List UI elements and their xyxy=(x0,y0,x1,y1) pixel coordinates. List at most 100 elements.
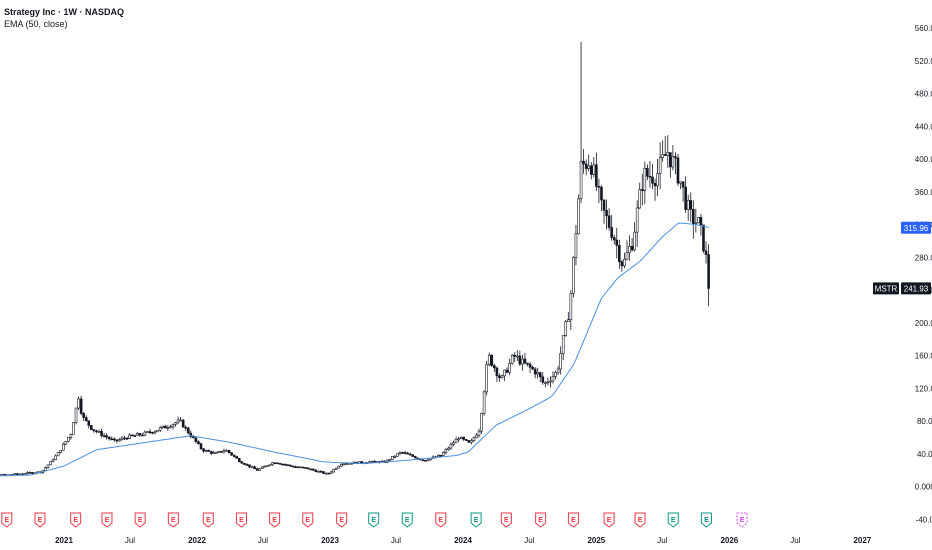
x-tick-label: Jul xyxy=(524,536,534,545)
candle-down xyxy=(424,460,427,462)
candle-up xyxy=(176,419,180,424)
earnings-marker[interactable]: E xyxy=(202,512,214,528)
candle-down xyxy=(309,468,312,471)
earnings-letter: E xyxy=(73,517,78,524)
candle-down xyxy=(612,237,616,241)
earnings-letter: E xyxy=(339,517,344,524)
candle-up xyxy=(64,440,68,445)
candle-up xyxy=(370,460,374,463)
x-tick-label: 2025 xyxy=(587,536,605,545)
candle-up xyxy=(72,422,75,435)
candle-up xyxy=(643,168,647,191)
y-tick-label: 560.00 xyxy=(915,24,932,33)
candle-up xyxy=(544,382,547,384)
earnings-letter: E xyxy=(239,517,244,524)
candle-down xyxy=(513,354,517,357)
candle-up xyxy=(13,473,17,476)
earnings-marker[interactable]: E xyxy=(401,512,413,528)
candle-up xyxy=(74,407,78,423)
candle-up xyxy=(135,433,139,436)
candle-up xyxy=(679,181,682,184)
y-tick-label: 400.00 xyxy=(915,155,932,164)
earnings-marker[interactable]: E xyxy=(101,512,113,528)
ema-price-badge xyxy=(901,221,931,234)
earnings-marker[interactable]: E xyxy=(535,512,547,528)
earnings-flag xyxy=(269,512,281,528)
candle-up xyxy=(508,362,511,373)
x-tick-label: 2022 xyxy=(188,536,206,545)
candle-up xyxy=(212,452,216,455)
candle-down xyxy=(689,200,693,210)
candle-up xyxy=(556,368,560,373)
candle-up xyxy=(215,452,218,454)
earnings-marker[interactable]: E xyxy=(700,512,712,528)
earnings-marker[interactable]: E xyxy=(269,512,281,528)
earnings-marker[interactable]: E xyxy=(1,512,13,528)
candle-up xyxy=(118,439,121,442)
earnings-marker[interactable]: E xyxy=(167,512,179,528)
earnings-flag xyxy=(34,512,46,528)
candle-up xyxy=(97,430,101,433)
candle-up xyxy=(480,413,483,432)
candle-down xyxy=(82,413,85,418)
earnings-marker[interactable]: E xyxy=(634,512,646,528)
candle-down xyxy=(653,182,657,187)
earnings-marker[interactable]: E xyxy=(34,512,46,528)
earnings-marker[interactable]: E xyxy=(736,512,748,528)
earnings-flag xyxy=(500,512,512,528)
earnings-marker[interactable]: E xyxy=(435,512,447,528)
earnings-marker[interactable]: E xyxy=(470,512,482,528)
candle-up xyxy=(444,449,448,453)
y-tick-label: 200.00 xyxy=(915,319,932,328)
candle-down xyxy=(294,466,297,469)
candle-down xyxy=(243,463,246,465)
candle-up xyxy=(561,335,565,354)
earnings-marker[interactable]: E xyxy=(603,512,615,528)
earnings-letter: E xyxy=(171,517,176,524)
candle-down xyxy=(526,362,529,365)
earnings-marker[interactable]: E xyxy=(500,512,512,528)
earnings-marker[interactable]: E xyxy=(336,512,348,528)
candle-up xyxy=(61,443,65,451)
candle-down xyxy=(595,164,598,187)
candle-down xyxy=(138,433,142,436)
candle-up xyxy=(391,456,394,460)
y-tick-label: 360.00 xyxy=(915,188,932,197)
candle-up xyxy=(260,466,264,469)
candle-down xyxy=(490,354,494,366)
candle-down xyxy=(151,432,154,434)
candle-down xyxy=(105,435,108,438)
candle-up xyxy=(579,160,583,200)
earnings-marker[interactable]: E xyxy=(368,512,380,528)
earnings-marker[interactable]: E xyxy=(302,512,314,528)
earnings-flag xyxy=(700,512,712,528)
candle-up xyxy=(694,222,698,225)
earnings-marker[interactable]: E xyxy=(235,512,247,528)
candle-down xyxy=(327,472,330,475)
candle-down xyxy=(505,369,509,373)
candle-up xyxy=(472,437,476,441)
candle-down xyxy=(227,449,231,453)
candle-up xyxy=(388,459,392,461)
earnings-letter: E xyxy=(538,517,543,524)
earnings-marker[interactable]: E xyxy=(567,512,579,528)
candle-up xyxy=(49,460,52,466)
earnings-flag xyxy=(1,512,13,528)
earnings-flag xyxy=(70,512,82,528)
earnings-letter: E xyxy=(4,517,9,524)
earnings-marker[interactable]: E xyxy=(70,512,82,528)
earnings-marker[interactable]: E xyxy=(667,512,679,528)
candle-down xyxy=(84,417,88,422)
candle-up xyxy=(271,462,274,466)
candle-down xyxy=(464,439,468,441)
last-price-badge xyxy=(901,282,931,295)
earnings-marker[interactable]: E xyxy=(134,512,146,528)
symbol-title[interactable]: Strategy Inc · 1W · NASDAQ xyxy=(4,7,125,17)
earnings-flag xyxy=(401,512,413,528)
candle-down xyxy=(130,434,134,437)
candle-down xyxy=(281,463,284,466)
indicator-label[interactable]: EMA (50, close) xyxy=(4,19,68,29)
candle-up xyxy=(56,452,60,457)
candle-up xyxy=(23,473,27,476)
